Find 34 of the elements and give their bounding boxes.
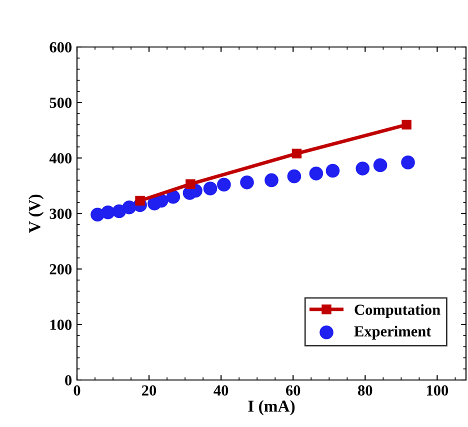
- x-tick-label: 100: [426, 385, 448, 396]
- y-tick-label: 600: [50, 42, 72, 52]
- x-axis-title: I (mA): [248, 400, 295, 416]
- point: [122, 200, 136, 214]
- point: [287, 169, 302, 184]
- y-tick-label: 100: [50, 320, 72, 330]
- legend-label: Computation: [354, 304, 440, 318]
- point: [203, 182, 218, 196]
- y-tick-label: 400: [49, 153, 72, 164]
- point: [292, 148, 302, 158]
- y-tick-label: 500: [50, 98, 72, 108]
- point: [264, 173, 278, 188]
- point: [240, 176, 254, 190]
- legend-label: Experiment: [354, 326, 432, 340]
- point: [186, 179, 196, 189]
- y-axis-title: V (V): [28, 194, 44, 233]
- x-tick-label: 20: [142, 385, 156, 396]
- y-tick-label: 300: [50, 208, 72, 219]
- point: [373, 158, 388, 172]
- point: [401, 156, 415, 170]
- point: [101, 205, 115, 220]
- x-tick-label: 60: [286, 385, 300, 396]
- x-tick-label: 40: [214, 385, 228, 396]
- y-tick-label: 200: [50, 264, 72, 274]
- x-tick-label: 80: [358, 385, 372, 396]
- y-tick-label: 0: [65, 375, 72, 386]
- point: [166, 190, 180, 204]
- x-tick-label: 0: [74, 385, 80, 396]
- point: [309, 166, 324, 180]
- point: [402, 120, 412, 130]
- point: [135, 196, 145, 206]
- point: [356, 162, 370, 176]
- point: [326, 164, 340, 178]
- point: [217, 178, 231, 192]
